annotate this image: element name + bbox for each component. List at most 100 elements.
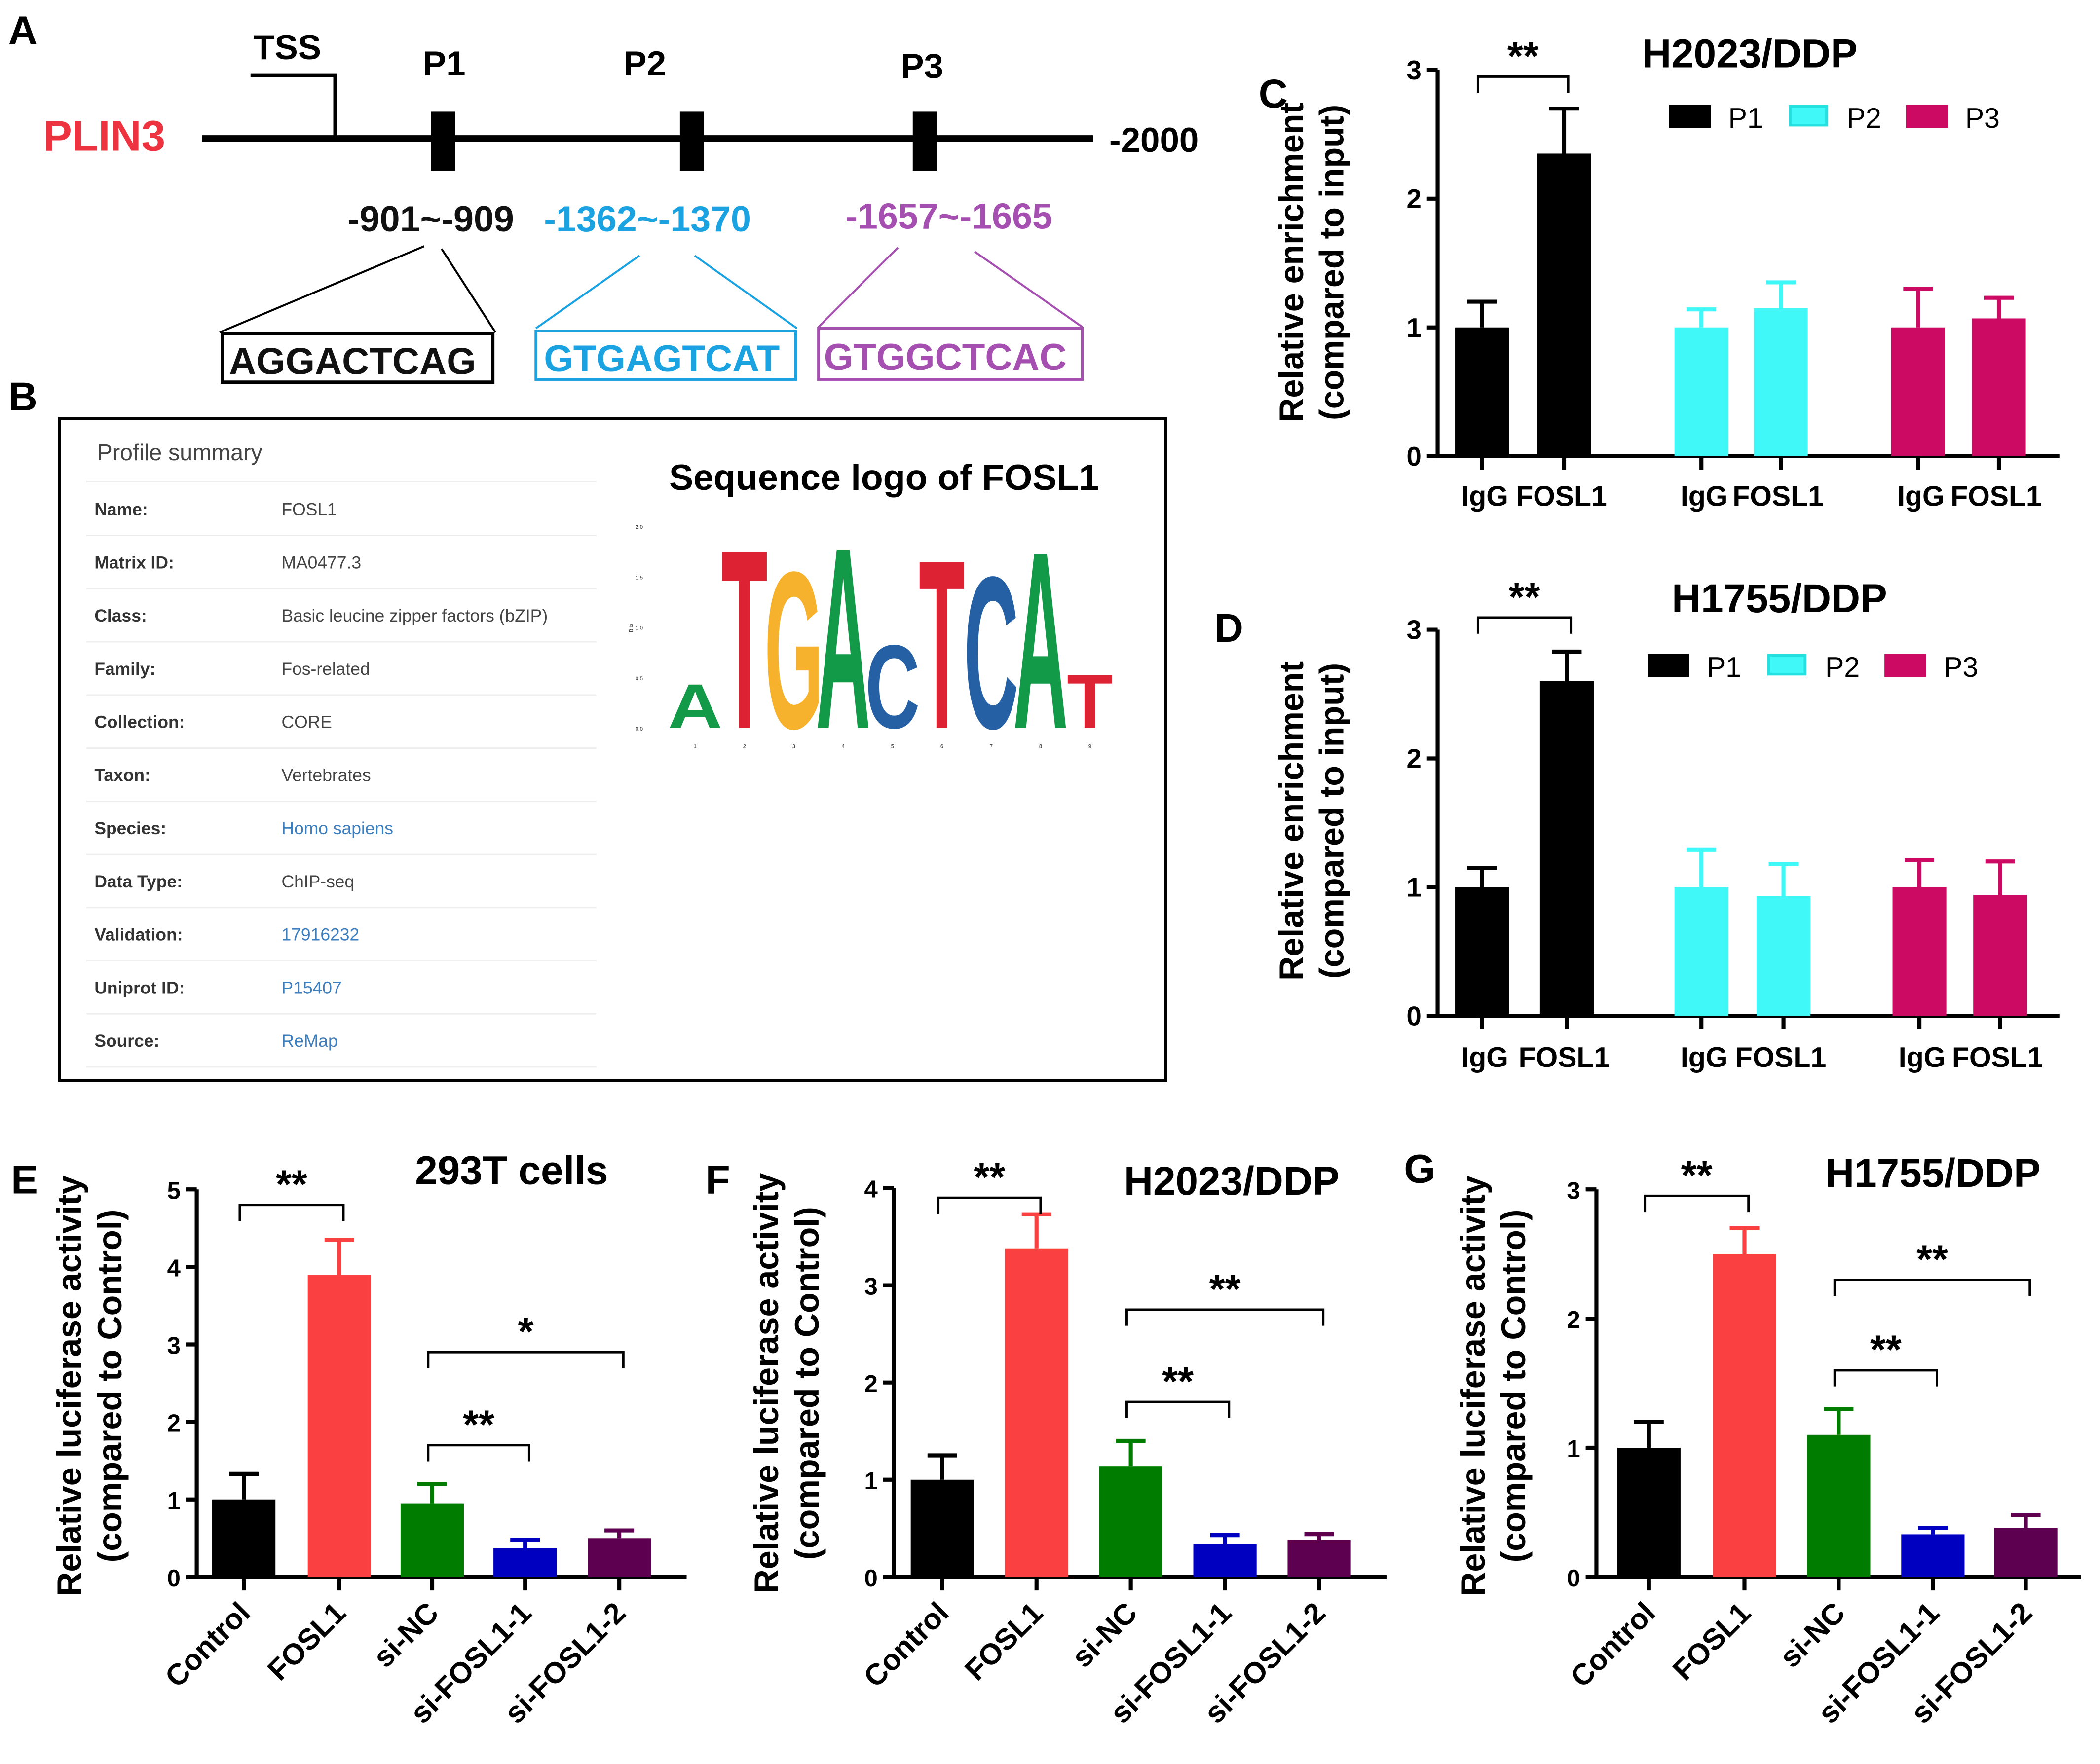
sequence-box-p3 xyxy=(817,327,1084,381)
profile-key: Class: xyxy=(94,606,147,625)
bar-igg xyxy=(1892,887,1947,1016)
legend-swatch xyxy=(1789,105,1828,127)
x-tick-label: FOSL1 xyxy=(261,1596,352,1687)
y-tick-label: 2 xyxy=(864,1371,878,1397)
x-tick-label: FOSL1 xyxy=(958,1596,1049,1687)
panel-label: C xyxy=(1259,72,1288,116)
logo-ytick: 1.5 xyxy=(636,575,643,581)
y-tick-label: 0 xyxy=(1406,1001,1421,1031)
profile-key: Uniprot ID: xyxy=(94,978,185,997)
y-tick-label: 1 xyxy=(167,1488,181,1514)
profile-value: Fos-related xyxy=(281,659,370,679)
logo-ytick: 1.0 xyxy=(636,625,643,631)
logo-ytick: 0.5 xyxy=(636,676,643,682)
profile-key: Species: xyxy=(94,818,166,838)
x-tick-label: FOSL1 xyxy=(1666,1596,1757,1687)
y-tick-label: 1 xyxy=(1406,313,1421,343)
significance-bracket xyxy=(427,1444,530,1462)
chart-g: G H1755/DDP Relative luciferase activity (c… xyxy=(1404,1147,2081,1729)
site-name-p3: P3 xyxy=(900,47,943,86)
bar-fosl1 xyxy=(307,1275,371,1577)
profile-frame xyxy=(58,417,1167,1082)
y-axis-label: Relative luciferase activity (compared to… xyxy=(1455,1176,1533,1596)
x-tick-label: IgG xyxy=(1681,481,1727,513)
sequence-p3: GTGGCTCAC xyxy=(824,336,1067,378)
profile-value-link[interactable]: Homo sapiens xyxy=(281,818,393,838)
significance-label: * xyxy=(518,1310,534,1355)
tss-label: TSS xyxy=(253,28,321,67)
site-range-p3: -1657~-1665 xyxy=(845,196,1052,237)
logo-letter: A xyxy=(816,494,871,784)
profile-key: Validation: xyxy=(94,925,183,945)
profile-value-link[interactable]: P15407 xyxy=(281,978,341,997)
logo-xtick: 4 xyxy=(842,744,845,750)
logo-letter: T xyxy=(721,497,768,782)
legend-label: P3 xyxy=(1944,652,1978,683)
site-marker-p3 xyxy=(912,111,937,171)
site-marker-p1 xyxy=(431,111,455,171)
logo-letter: T xyxy=(1067,658,1113,744)
profile-key: Collection: xyxy=(94,712,185,732)
significance-bracket xyxy=(1125,1400,1231,1418)
legend-swatch xyxy=(1906,105,1948,128)
bar-fosl1 xyxy=(1005,1248,1068,1577)
logo-letter: T xyxy=(919,510,965,779)
logo-xtick: 1 xyxy=(694,744,697,750)
bar-igg xyxy=(1455,887,1509,1016)
significance-label: ** xyxy=(1507,34,1539,79)
bar-fosl1 xyxy=(1537,153,1591,456)
profile-value-link[interactable]: 17916232 xyxy=(281,925,359,945)
bar-fosl1 xyxy=(1757,896,1811,1016)
legend-label: P2 xyxy=(1847,103,1881,134)
y-tick-label: 2 xyxy=(1567,1307,1580,1333)
zoom-lines-p1 xyxy=(219,245,425,333)
bar-fosl1 xyxy=(1973,895,2027,1016)
tss-arrow xyxy=(250,73,338,139)
legend-label: P1 xyxy=(1728,103,1763,134)
profile-value: MA0477.3 xyxy=(281,552,361,572)
bar-si-fosl1-2 xyxy=(1994,1528,2058,1577)
bar-si-fosl1-2 xyxy=(1287,1540,1351,1577)
profile-value-link[interactable]: ReMap xyxy=(281,1031,338,1051)
y-tick-label: 0 xyxy=(864,1565,878,1592)
significance-label: ** xyxy=(1870,1327,1902,1372)
x-tick-label: FOSL1 xyxy=(1952,1042,2043,1073)
x-tick-label: Control xyxy=(857,1596,955,1693)
panel-b: B Profile summary Name: FOSL1 Matrix ID: MA… xyxy=(8,374,1167,1082)
significance-label: ** xyxy=(463,1402,494,1447)
profile-value: Basic leucine zipper factors (bZIP) xyxy=(281,606,548,625)
x-tick-label: si-NC xyxy=(367,1596,445,1674)
y-axis-label: Relative enrichment (compared to input) xyxy=(1273,661,1351,981)
logo-ytick: 2.0 xyxy=(636,524,643,530)
significance-bracket xyxy=(238,1204,345,1221)
y-axis-label: Relative luciferase activity (compared to… xyxy=(748,1173,826,1594)
bar-fosl1 xyxy=(1539,681,1594,1016)
legend-swatch xyxy=(1884,654,1926,677)
zoom-lines-p2b xyxy=(694,255,798,330)
y-tick-label: 5 xyxy=(167,1177,181,1204)
logo-xtick: 5 xyxy=(891,744,894,750)
panel-a: A TSS PLIN3 -2000 P1 P2 P3 -901~-909 -13… xyxy=(8,8,1199,384)
y-tick-label: 1 xyxy=(1406,873,1421,903)
significance-bracket xyxy=(1125,1308,1325,1326)
logo-xtick: 6 xyxy=(940,744,943,750)
profile-table: Name: FOSL1 Matrix ID: MA0477.3 Class: Basic … xyxy=(86,481,597,1068)
bar-igg xyxy=(1455,327,1509,456)
logo-xtick: 3 xyxy=(792,744,795,750)
logo-title: Sequence logo of FOSL1 xyxy=(669,457,1099,498)
x-tick-label: FOSL1 xyxy=(1732,481,1824,513)
x-tick-label: IgG xyxy=(1461,481,1508,513)
chart-title: H1755/DDP xyxy=(1825,1151,2041,1196)
significance-bracket xyxy=(1476,75,1570,93)
significance-label: ** xyxy=(1681,1153,1713,1198)
end-label: -2000 xyxy=(1109,121,1199,160)
bar-si-fosl1-1 xyxy=(1901,1534,1965,1577)
logo-xtick: 8 xyxy=(1039,744,1042,750)
logo-letter: A xyxy=(1013,500,1068,782)
legend-swatch xyxy=(1669,105,1711,128)
x-tick-label: IgG xyxy=(1897,481,1944,513)
chart-title: H2023/DDP xyxy=(1124,1159,1340,1204)
y-tick-label: 2 xyxy=(167,1410,181,1437)
